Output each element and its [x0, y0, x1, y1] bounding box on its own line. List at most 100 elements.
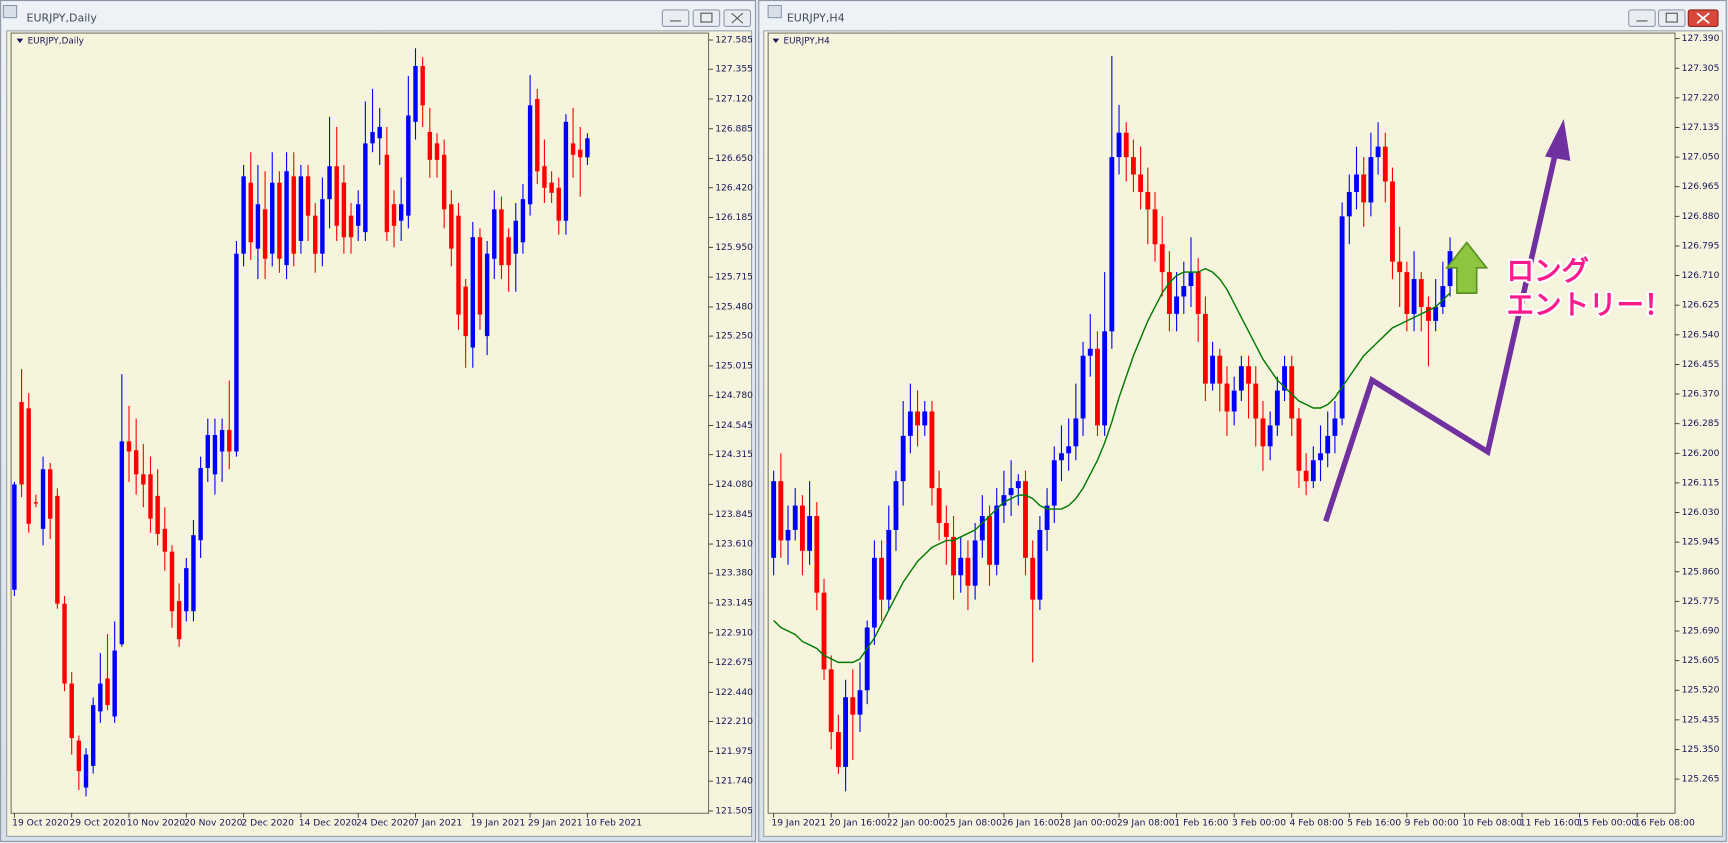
candle-body — [1397, 261, 1403, 273]
candle-body — [535, 98, 540, 172]
candle-body — [929, 411, 935, 489]
y-tick-label: 125.945 — [1682, 538, 1720, 548]
y-tick-label: 126.370 — [1682, 390, 1720, 400]
restore-button[interactable] — [1657, 9, 1686, 27]
candle-body — [76, 740, 82, 772]
chart-menu-arrow[interactable] — [16, 38, 24, 43]
candle-body — [1447, 251, 1453, 287]
y-tick-label: 126.965 — [1682, 182, 1720, 192]
plot-frame — [10, 32, 710, 814]
candle-body — [205, 435, 210, 468]
candle-body — [1066, 446, 1072, 454]
candle-body — [1246, 366, 1251, 384]
candle-body — [1001, 495, 1007, 506]
candle-body — [915, 411, 920, 426]
candle-body — [1303, 470, 1309, 482]
x-tick-label: 19 Oct 2020 — [12, 818, 69, 828]
candle-body — [327, 166, 332, 200]
candle-body — [98, 683, 103, 712]
minimize-button[interactable] — [1628, 9, 1656, 27]
candle-body — [1404, 272, 1410, 314]
candle-body — [1382, 146, 1388, 182]
candle-body — [62, 603, 67, 684]
annotation-text: ロング — [1506, 255, 1589, 287]
y-tick-label: 122.210 — [715, 717, 753, 727]
candle-body — [771, 481, 777, 558]
candle-body — [334, 166, 339, 226]
candle-body — [434, 143, 440, 160]
candle-body — [26, 408, 31, 524]
candle-body — [807, 516, 813, 551]
y-tick-label: 127.120 — [715, 94, 753, 104]
x-tick-label: 5 Feb 16:00 — [1347, 818, 1401, 828]
candle-body — [1231, 390, 1237, 412]
y-tick-label: 125.350 — [1682, 745, 1720, 755]
y-tick-label: 127.220 — [1682, 93, 1720, 103]
window-icon — [2, 4, 18, 19]
candle-body — [155, 495, 160, 534]
candle-body — [398, 204, 404, 221]
candle-body — [556, 187, 561, 221]
candle-body — [513, 220, 518, 254]
candle-body — [277, 182, 282, 259]
candle-body — [69, 683, 74, 739]
candle-body — [1059, 453, 1064, 461]
candle-body — [1166, 272, 1172, 314]
candle-body — [341, 182, 347, 238]
x-tick-label: 9 Feb 00:00 — [1405, 818, 1459, 828]
candle-body — [506, 237, 511, 266]
candle-body — [477, 237, 483, 315]
x-tick-label: 16 Feb 08:00 — [1635, 818, 1695, 828]
candle-body — [384, 154, 390, 233]
y-tick-label: 126.185 — [715, 213, 753, 223]
candle-body — [348, 215, 354, 238]
candle-body — [355, 204, 361, 226]
y-tick-label: 125.715 — [715, 273, 753, 283]
y-tick-label: 126.795 — [1682, 241, 1720, 251]
restore-button[interactable] — [692, 9, 721, 27]
x-tick-label: 29 Oct 2020 — [69, 818, 126, 828]
candle-body — [900, 435, 906, 482]
y-tick-label: 124.080 — [715, 480, 753, 490]
y-tick-label: 126.880 — [1682, 212, 1720, 222]
candle-body — [406, 115, 411, 216]
candle-body — [814, 516, 820, 593]
candle-body — [1116, 132, 1122, 158]
candle-body — [1037, 529, 1043, 600]
candle-body — [922, 411, 928, 426]
candle-body — [1181, 286, 1187, 297]
candle-body — [1346, 191, 1352, 217]
y-tick-label: 122.440 — [715, 688, 753, 698]
minimize-button[interactable] — [661, 9, 690, 27]
y-tick-label: 121.740 — [715, 777, 753, 787]
candle-body — [792, 505, 798, 530]
y-tick-label: 126.455 — [1682, 360, 1720, 370]
y-tick-label: 123.845 — [715, 510, 753, 520]
candle-body — [1131, 157, 1136, 175]
x-tick-label: 10 Nov 2020 — [127, 818, 186, 828]
icon — [731, 12, 744, 24]
drawn-annotation: ロング エントリー！ — [1323, 119, 1674, 523]
candle-body — [570, 143, 576, 155]
candle-body — [1332, 418, 1338, 436]
candle-body — [463, 286, 468, 337]
candle-body — [176, 601, 182, 640]
y-tick-label: 126.115 — [1682, 478, 1720, 488]
chart-menu-arrow[interactable] — [772, 38, 780, 43]
x-tick-label: 28 Jan 00:00 — [1059, 818, 1117, 828]
up-arrow-icon — [1445, 241, 1489, 294]
candle-body — [1418, 279, 1424, 307]
candle-body — [83, 754, 89, 788]
candle-body — [1318, 453, 1323, 461]
candle-body — [219, 429, 225, 452]
x-tick-label: 19 Jan 2021 — [471, 818, 526, 828]
candle-body — [291, 176, 296, 254]
y-tick-label: 127.585 — [715, 36, 753, 46]
zigzag-arrow — [1323, 144, 1560, 523]
candle-body — [40, 469, 46, 529]
x-tick-label: 15 Feb 00:00 — [1577, 818, 1637, 828]
window-h4: EURJPY,H4 EURJPY,H4 — [758, 0, 1727, 842]
candle-body — [191, 535, 196, 612]
candle-body — [951, 536, 956, 576]
candle-body — [1145, 191, 1151, 210]
